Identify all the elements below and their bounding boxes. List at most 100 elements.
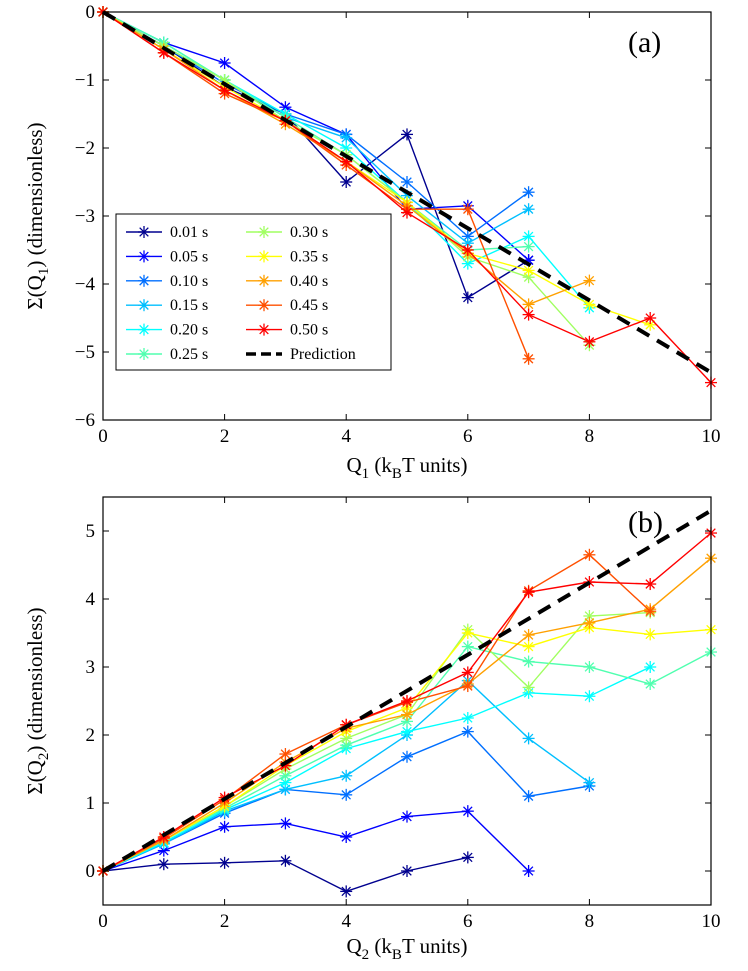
legend-marker bbox=[138, 299, 150, 312]
data-point bbox=[279, 783, 292, 796]
legend-label: 0.20 s bbox=[170, 322, 208, 339]
legend-item: 0.45 s bbox=[246, 297, 328, 314]
data-point bbox=[522, 655, 535, 668]
legend-item: 0.50 s bbox=[246, 322, 328, 339]
legend-marker bbox=[138, 250, 150, 263]
x-tick-label: 0 bbox=[98, 426, 108, 447]
prediction-line bbox=[101, 508, 713, 873]
legend-label: 0.45 s bbox=[290, 297, 328, 314]
data-point bbox=[583, 776, 596, 789]
series-line-0-05-s bbox=[102, 11, 530, 261]
data-point bbox=[461, 851, 474, 864]
y-tick-label: −2 bbox=[75, 138, 95, 159]
data-point bbox=[644, 628, 657, 641]
data-point bbox=[461, 237, 474, 250]
data-point bbox=[522, 308, 535, 321]
data-point bbox=[340, 885, 353, 898]
y-tick-label: −1 bbox=[75, 70, 95, 91]
plot-frame-a bbox=[102, 11, 712, 421]
legend-label: Prediction bbox=[290, 346, 356, 363]
legend-box bbox=[115, 213, 392, 371]
data-point bbox=[522, 732, 535, 745]
data-point bbox=[401, 750, 413, 763]
y-tick-label: 3 bbox=[86, 657, 96, 678]
series-line-0-05-s bbox=[102, 810, 530, 872]
data-point bbox=[401, 725, 413, 738]
x-axis-label-a: Q1 (kBT units) bbox=[347, 453, 468, 482]
data-point bbox=[644, 605, 657, 618]
x-tick-label: 4 bbox=[341, 911, 351, 932]
legend-item: 0.30 s bbox=[246, 224, 328, 241]
data-point bbox=[461, 725, 474, 738]
data-point bbox=[340, 155, 353, 168]
x-tick-label: 10 bbox=[702, 911, 721, 932]
data-point bbox=[522, 790, 535, 803]
data-point bbox=[522, 240, 535, 253]
data-point bbox=[401, 708, 413, 721]
legend-label: 0.40 s bbox=[290, 273, 328, 290]
data-point bbox=[401, 695, 413, 707]
data-point bbox=[461, 257, 474, 270]
y-tick-label: −3 bbox=[75, 206, 95, 227]
y-axis-label-b: Σ(Q2) (dimensionless) bbox=[23, 607, 52, 794]
y-axis-label-a: Σ(Q1) (dimensionless) bbox=[23, 122, 52, 309]
data-point bbox=[279, 854, 292, 867]
data-point bbox=[340, 131, 353, 144]
data-point bbox=[644, 678, 657, 690]
y-tick-label: −5 bbox=[75, 342, 95, 363]
data-point bbox=[340, 831, 353, 843]
data-point bbox=[583, 548, 596, 561]
legend: 0.01 s 0.05 s 0.10 s 0.15 s 0.20 s 0.25 s 0.30… bbox=[115, 213, 392, 371]
data-point bbox=[522, 640, 535, 653]
data-point bbox=[644, 312, 657, 324]
y-tick-label: −4 bbox=[75, 274, 96, 295]
data-point bbox=[522, 629, 535, 642]
legend-marker bbox=[138, 348, 150, 360]
ticks-layer-b: 0 2 4 6 8 10 0 1 2 3 4 5 bbox=[86, 497, 721, 932]
data-point bbox=[583, 616, 596, 629]
y-tick-label: 4 bbox=[86, 589, 96, 610]
legend-item: 0.15 s bbox=[126, 297, 208, 314]
data-point bbox=[401, 206, 413, 219]
y-tick-label: 0 bbox=[86, 2, 96, 23]
legend-item: Prediction bbox=[246, 346, 356, 363]
data-point bbox=[279, 101, 292, 114]
series-line-0-35-s bbox=[102, 11, 651, 326]
legend-item: 0.10 s bbox=[126, 273, 208, 290]
legend-label: 0.01 s bbox=[170, 224, 208, 241]
legend-label: 0.25 s bbox=[170, 346, 208, 363]
data-point bbox=[401, 715, 413, 728]
legend-marker bbox=[138, 274, 150, 287]
legend-marker bbox=[258, 250, 270, 263]
legend-label: 0.30 s bbox=[290, 224, 328, 241]
data-point bbox=[583, 274, 596, 287]
x-tick-label: 8 bbox=[585, 426, 595, 447]
legend-item: 0.05 s bbox=[126, 248, 208, 265]
data-point bbox=[461, 712, 474, 724]
data-point bbox=[644, 578, 657, 591]
legend-item: 0.25 s bbox=[126, 346, 208, 363]
legend-label: 0.15 s bbox=[170, 297, 208, 314]
legend-item: 0.20 s bbox=[126, 322, 208, 339]
legend-marker bbox=[258, 226, 270, 238]
plot-frame-b bbox=[102, 496, 712, 906]
data-point bbox=[583, 335, 596, 348]
data-point bbox=[461, 244, 474, 256]
data-point bbox=[401, 810, 413, 823]
data-point bbox=[522, 203, 535, 216]
ticks-layer-a: 0 2 4 6 8 10 0 −1 −2 −3 −4 −5 −6 bbox=[75, 2, 721, 447]
data-point bbox=[401, 128, 413, 141]
data-point bbox=[522, 230, 535, 243]
data-point bbox=[279, 817, 292, 830]
data-point bbox=[644, 661, 657, 673]
data-point bbox=[401, 176, 413, 188]
x-tick-label: 2 bbox=[220, 911, 230, 932]
legend-label: 0.35 s bbox=[290, 248, 328, 265]
data-point bbox=[218, 856, 231, 869]
legend-marker bbox=[258, 323, 270, 336]
data-point bbox=[461, 230, 474, 243]
data-point bbox=[340, 769, 353, 782]
panel-a: 0 2 4 6 8 10 0 −1 −2 −3 −4 −5 −6 (a) 0.01 s 0.05 s 0.1… bbox=[23, 2, 721, 482]
legend-marker bbox=[138, 226, 150, 238]
